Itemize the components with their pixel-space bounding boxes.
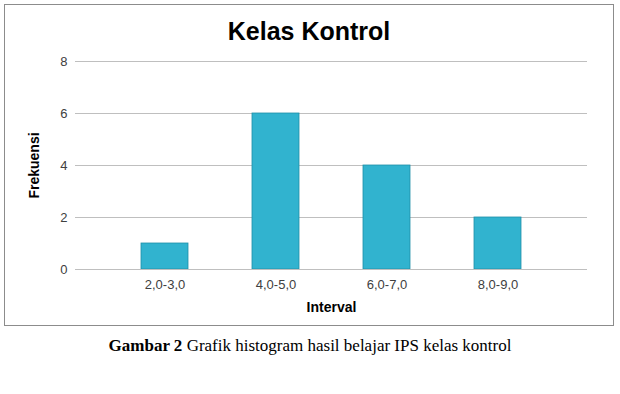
svg-text:4,0-5,0: 4,0-5,0 <box>256 277 296 292</box>
svg-text:Frekuensi: Frekuensi <box>26 132 42 198</box>
svg-text:0: 0 <box>60 262 67 277</box>
svg-text:2: 2 <box>60 210 67 225</box>
svg-text:4: 4 <box>60 158 67 173</box>
svg-text:6,0-7,0: 6,0-7,0 <box>367 277 407 292</box>
svg-text:8: 8 <box>60 55 67 69</box>
svg-text:2,0-3,0: 2,0-3,0 <box>145 277 185 292</box>
html-text:Gambar 2 Grafik histogram hasi: Gambar 2 Grafik histogram hasil belajar … <box>108 336 512 355</box>
svg-text:8,0-9,0: 8,0-9,0 <box>478 277 518 292</box>
svg-text:Interval: Interval <box>307 299 357 315</box>
html-text:Kelas Kontrol: Kelas Kontrol <box>227 17 391 45</box>
svg-text:6: 6 <box>60 106 67 121</box>
